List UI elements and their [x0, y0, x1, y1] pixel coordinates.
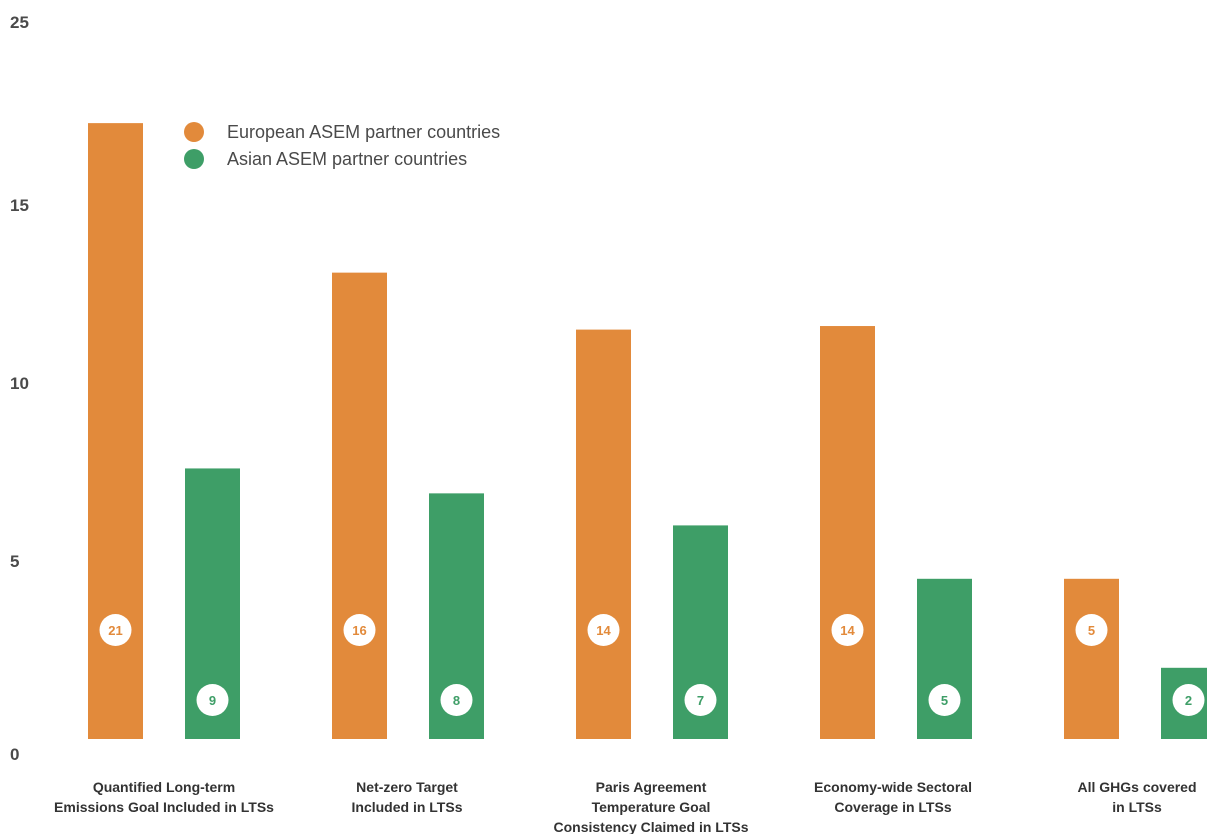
data-label: 5	[941, 693, 948, 708]
data-label: 8	[453, 693, 460, 708]
data-label: 16	[352, 623, 366, 638]
legend-marker-asian	[184, 149, 204, 169]
bar-european-1	[332, 272, 387, 739]
data-label: 7	[697, 693, 704, 708]
data-label: 2	[1185, 693, 1192, 708]
bars: 21 9 16 8 14 7 14 5 5 2	[88, 123, 1207, 740]
x-axis: Quantified Long-term Emissions Goal Inclu…	[54, 779, 1196, 834]
y-tick-label: 10	[10, 374, 29, 393]
legend: European ASEM partner countries Asian AS…	[184, 122, 500, 169]
y-tick-label: 5	[10, 552, 19, 571]
data-label: 14	[840, 623, 855, 638]
bar-european-2	[576, 329, 631, 739]
bar-european-4	[1064, 578, 1119, 739]
bar-european-0	[88, 123, 143, 740]
x-category-label: Economy-wide Sectoral Coverage in LTSs	[814, 779, 972, 815]
data-label: 9	[209, 693, 216, 708]
x-category-label: All GHGs covered in LTSs	[1077, 779, 1196, 815]
data-label-badge	[1172, 684, 1205, 716]
x-category-label: Net-zero Target Included in LTSs	[352, 779, 463, 815]
data-label-badge	[587, 614, 620, 646]
data-label-badge	[440, 684, 473, 716]
data-label-badge	[684, 684, 717, 716]
y-tick-label: 0	[10, 745, 19, 764]
data-label: 14	[596, 623, 611, 638]
data-label-badge	[196, 684, 229, 716]
legend-label-european: European ASEM partner countries	[227, 122, 500, 142]
data-label-badge	[928, 684, 961, 716]
data-label-badge	[99, 614, 132, 646]
data-label-badge	[1075, 614, 1108, 646]
data-label: 5	[1088, 623, 1095, 638]
legend-label-asian: Asian ASEM partner countries	[227, 149, 467, 169]
legend-marker-european	[184, 122, 204, 142]
x-category-label: Quantified Long-term Emissions Goal Inclu…	[54, 779, 274, 815]
bar-european-3	[820, 326, 875, 739]
data-label-badge	[831, 614, 864, 646]
y-axis: 0 5 10 15 25	[10, 13, 29, 764]
x-category-label: Paris Agreement Temperature Goal Consisten…	[553, 779, 748, 834]
data-label: 21	[108, 623, 122, 638]
data-label-badge	[343, 614, 376, 646]
y-tick-label: 15	[10, 196, 29, 215]
y-tick-label: 25	[10, 13, 29, 32]
